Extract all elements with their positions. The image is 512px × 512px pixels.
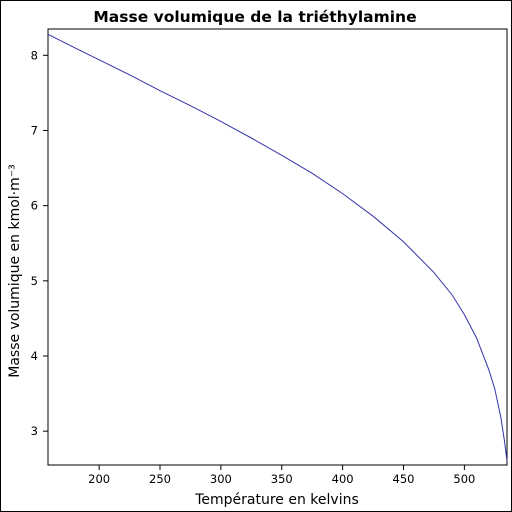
x-tick-label: 200 [88,472,110,486]
x-tick-label: 250 [149,472,171,486]
x-tick-label: 500 [453,472,475,486]
x-tick-label: 450 [393,472,415,486]
x-tick-label: 300 [210,472,232,486]
x-tick-label: 400 [332,472,354,486]
y-tick-label: 4 [31,349,38,363]
chart-title: Masse volumique de la triéthylamine [93,8,416,26]
y-tick-label: 7 [31,123,38,137]
series-layer [47,33,508,462]
x-axis-label: Température en kelvins [194,492,359,508]
y-tick-label: 8 [31,48,38,62]
y-axis: 3 4 5 6 7 8 [31,48,48,438]
y-tick-label: 6 [31,199,38,213]
x-axis: 200 250 300 350 400 450 500 [88,465,475,486]
x-tick-label: 350 [271,472,293,486]
y-axis-label: Masse volumique en kmol·m⁻³ [7,164,23,378]
series-line [47,33,508,462]
y-tick-label: 3 [31,424,38,438]
plot-area [47,28,508,466]
y-tick-label: 5 [31,274,38,288]
